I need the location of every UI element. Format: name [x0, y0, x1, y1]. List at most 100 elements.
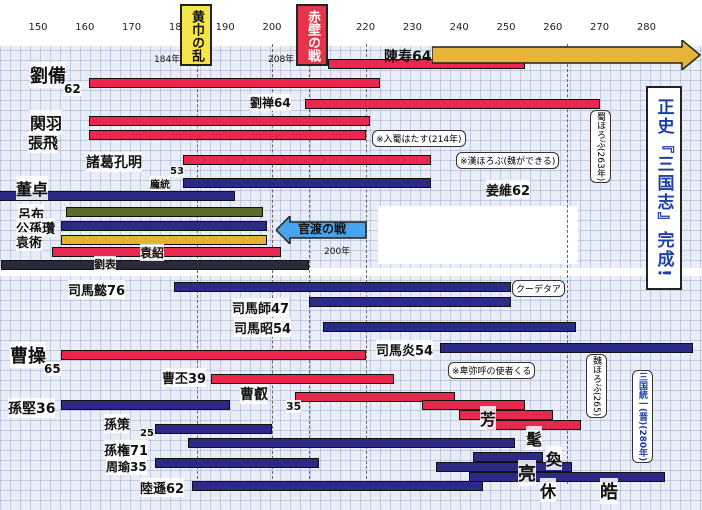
year-tick-label: 240 — [449, 22, 469, 33]
red-cliffs-year: 208年 — [268, 55, 295, 65]
person-label-simashi: 司馬師47 — [232, 298, 290, 317]
red-cliffs-event: 赤壁の戦 — [296, 4, 328, 66]
lifespan-bar — [155, 424, 272, 434]
note-han: ※漢ほろぶ(魏ができる) — [456, 152, 560, 169]
guandu-label: 官渡の戦 — [298, 222, 347, 236]
person-label-guanyu: 関羽 — [30, 110, 63, 134]
lifespan-bar — [440, 343, 694, 353]
lifespan-bar — [468, 472, 666, 482]
note-coup: クーデタア — [512, 280, 566, 297]
lifespan-bar — [183, 155, 432, 165]
year-tick-label: 150 — [28, 22, 48, 33]
lifespan-bar — [295, 392, 455, 402]
lifespan-bar — [304, 99, 600, 109]
person-label-sunxiu: 休 — [540, 478, 557, 502]
lifespan-bar — [61, 400, 230, 410]
event-line — [365, 44, 367, 484]
note-himiko: ※卑弥呼の使者くる — [448, 362, 536, 379]
guandu-arrow — [276, 216, 367, 244]
lifespan-bar — [309, 297, 511, 307]
person-label-sunce: 孫策 — [104, 414, 131, 433]
red-cliffs-label: 赤壁の戦 — [305, 10, 320, 62]
guandu-year: 200年 — [324, 247, 351, 257]
lifespan-bar — [61, 221, 268, 231]
person-label-caorui: 曹叡 — [240, 384, 268, 404]
person-label-zhuge_age: 53 — [170, 166, 184, 177]
year-tick-label: 220 — [356, 22, 376, 33]
yellow-turban-event: 黄巾の乱 — [180, 4, 212, 66]
person-label-liushan: 劉禅64 — [250, 94, 291, 111]
person-label-lusu: 陸遜62 — [140, 478, 185, 497]
lifespan-bar — [323, 322, 577, 332]
section-separator — [0, 268, 702, 276]
person-label-jiangwei: 姜維62 — [486, 180, 531, 199]
person-label-caorui_age: 35 — [286, 400, 302, 413]
lifespan-bar — [328, 59, 525, 69]
year-tick-label: 230 — [402, 22, 422, 33]
chenshou-label: 陳寿64 — [384, 49, 432, 65]
lifespan-bar — [66, 207, 263, 217]
person-label-liubei_age: 62 — [64, 82, 81, 96]
person-label-sunhao: 皓 — [600, 478, 618, 504]
lifespan-bar — [435, 462, 572, 472]
person-label-pangtong: 龐統 — [150, 176, 170, 191]
sanguozhi-title: 正史『三国志』完成! — [646, 86, 682, 290]
yellow-turban-label: 黄巾の乱 — [189, 10, 204, 62]
event-line — [566, 44, 568, 484]
year-tick-label: 170 — [122, 22, 142, 33]
note-shu: ※入蜀はたす(214年) — [372, 130, 466, 147]
lifespan-bar — [0, 191, 235, 201]
lifespan-bar — [421, 400, 525, 410]
note-wei-end: 魏ほろぶ(265) — [586, 354, 607, 419]
event-line — [309, 44, 311, 484]
person-label-zhuge: 諸葛孔明 — [86, 152, 142, 172]
lifespan-bar — [0, 260, 310, 270]
year-tick-label: 200 — [262, 22, 282, 33]
person-label-yuanshu: 袁術 — [16, 232, 43, 251]
person-label-caopi: 曹丕39 — [162, 368, 207, 387]
lifespan-bar — [173, 282, 511, 292]
year-tick-label: 280 — [636, 22, 656, 33]
lifespan-bar — [183, 178, 432, 188]
lifespan-bar — [61, 350, 366, 360]
lifespan-bar — [211, 374, 394, 384]
person-label-simayi: 司馬懿76 — [68, 280, 126, 299]
lifespan-bar — [89, 130, 366, 140]
note-shu-end: 蜀ほろぶ(263年) — [590, 110, 611, 184]
person-label-dongzhuo: 董卓 — [16, 176, 49, 200]
person-label-caocao: 曹操 — [10, 342, 46, 368]
person-label-liubiao: 劉表 — [94, 256, 116, 272]
person-label-caohuan: 奐 — [546, 446, 563, 470]
person-label-sunquan: 孫権71 — [104, 440, 149, 459]
person-label-liubei: 劉備 — [30, 62, 66, 88]
lifespan-bar — [89, 116, 371, 126]
person-label-sunliang: 亮 — [518, 460, 536, 486]
header-strip — [0, 0, 702, 46]
person-label-caomao: 髦 — [526, 426, 543, 450]
person-label-zhouyu: 周瑜35 — [106, 458, 147, 475]
yellow-turban-year: 184年 — [154, 55, 181, 65]
lifespan-bar — [473, 452, 544, 462]
lifespan-bar — [155, 458, 319, 468]
lifespan-bar — [192, 481, 483, 491]
year-tick-label: 190 — [215, 22, 235, 33]
year-tick-label: 260 — [543, 22, 563, 33]
person-label-zhangfei: 張飛 — [28, 132, 59, 153]
lifespan-bar — [89, 78, 380, 88]
blank-panel — [378, 206, 578, 264]
note-unify: 三国統一(晋)(280年) — [632, 370, 653, 464]
year-tick-label: 250 — [496, 22, 516, 33]
lifespan-bar — [61, 235, 268, 245]
chenshou-arrow — [432, 40, 702, 70]
lifespan-bar — [52, 247, 282, 257]
person-label-caofang: 芳 — [480, 406, 497, 430]
year-tick-label: 180 — [168, 22, 188, 33]
person-label-sunjian: 孫堅36 — [8, 398, 56, 418]
lifespan-bar — [459, 410, 553, 420]
person-label-sunce_age: 25 — [140, 428, 154, 439]
lifespan-bar — [187, 438, 516, 448]
person-label-caocao_age: 65 — [44, 362, 61, 376]
person-label-simayan: 司馬炎54 — [376, 340, 434, 359]
year-tick-label: 270 — [590, 22, 610, 33]
